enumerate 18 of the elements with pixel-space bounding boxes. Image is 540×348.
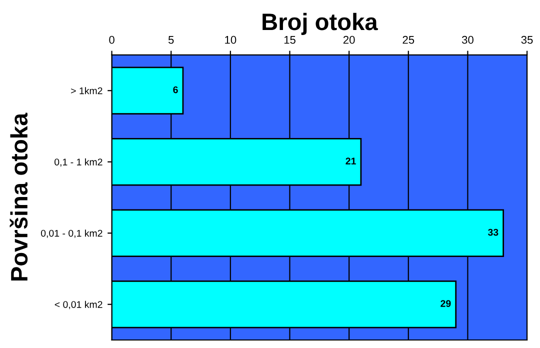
data-label: 21 <box>346 158 356 164</box>
data-label: 29 <box>440 300 451 307</box>
x-tick-label: 30 <box>462 36 474 44</box>
x-tick-label: 20 <box>343 36 355 44</box>
x-tick-label: 10 <box>225 36 236 44</box>
x-tick-label: 25 <box>402 36 414 44</box>
y-axis-title: Površina otoka <box>10 112 28 281</box>
x-tick-label: 15 <box>284 36 296 44</box>
y-tick-label: < 0,01 km2 <box>54 300 102 310</box>
x-tick-label: 0 <box>109 36 114 44</box>
data-label: 33 <box>488 228 498 236</box>
y-tick-label: 0,01 - 0,1 km2 <box>40 230 102 238</box>
y-tick-label: > 1km2 <box>71 87 102 94</box>
x-tick-label: 35 <box>521 36 533 44</box>
x-tick-label: 5 <box>168 36 174 44</box>
data-label: 6 <box>173 86 178 94</box>
y-tick-label: 0,1 - 1 km2 <box>54 158 102 167</box>
x-axis-title: Broj otoka <box>262 12 378 35</box>
